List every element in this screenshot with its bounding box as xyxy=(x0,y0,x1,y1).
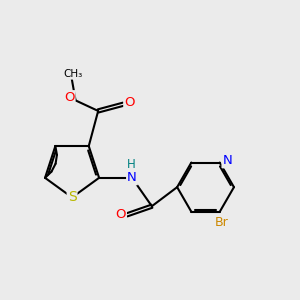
Text: S: S xyxy=(68,190,76,205)
Text: O: O xyxy=(116,208,126,221)
Text: O: O xyxy=(124,96,135,109)
Text: Br: Br xyxy=(214,216,228,229)
Text: N: N xyxy=(127,171,137,184)
Text: CH₃: CH₃ xyxy=(64,69,83,79)
Text: N: N xyxy=(223,154,232,167)
Text: H: H xyxy=(127,158,136,171)
Text: O: O xyxy=(64,91,75,104)
